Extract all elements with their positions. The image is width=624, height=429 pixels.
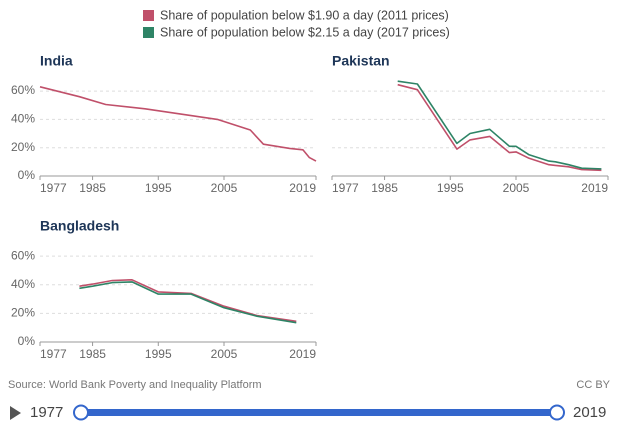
panel-title: India (40, 53, 73, 69)
timeline-handle-end[interactable] (549, 404, 565, 421)
x-tick-label: 2019 (289, 347, 316, 361)
legend-swatch (143, 10, 154, 21)
x-tick-label: 1995 (437, 181, 464, 195)
source: Source: World Bank Poverty and Inequalit… (8, 379, 262, 391)
series-line (79, 279, 297, 323)
y-tick-label: 40% (11, 277, 35, 291)
timeline-handle-start[interactable] (73, 404, 89, 421)
play-button[interactable] (10, 406, 21, 420)
y-tick-label: 60% (11, 248, 35, 262)
x-tick-label: 2019 (581, 181, 608, 195)
x-tick-label: 1977 (40, 181, 67, 195)
panel-title: Pakistan (332, 53, 390, 69)
y-tick-label: 0% (18, 334, 36, 348)
y-tick-label: 0% (18, 168, 36, 182)
timeline-start: 1977 (30, 404, 63, 421)
y-tick-label: 40% (11, 112, 35, 126)
y-tick-label: 60% (11, 83, 35, 97)
x-tick-label: 1977 (40, 347, 67, 361)
license: CC BY (576, 379, 610, 391)
panel-title: Bangladesh (40, 218, 119, 234)
x-tick-label: 1995 (145, 347, 172, 361)
x-tick-label: 1977 (332, 181, 359, 195)
series-line (397, 83, 602, 172)
x-tick-label: 2005 (211, 347, 238, 361)
legend-label: Share of population below $1.90 a day (2… (160, 8, 449, 22)
x-tick-label: 2005 (211, 181, 238, 195)
timeline-bar[interactable] (81, 409, 557, 416)
series-line (397, 80, 602, 170)
legend-label: Share of population below $2.15 a day (2… (160, 25, 450, 39)
y-tick-label: 20% (11, 306, 35, 320)
x-tick-label: 1985 (79, 347, 106, 361)
x-tick-label: 1985 (79, 181, 106, 195)
timeline-end: 2019 (573, 404, 606, 421)
legend-swatch (143, 27, 154, 38)
x-tick-label: 1985 (371, 181, 398, 195)
x-tick-label: 1995 (145, 181, 172, 195)
y-tick-label: 20% (11, 140, 35, 154)
series-line (39, 86, 317, 162)
series-line (79, 281, 297, 324)
x-tick-label: 2005 (503, 181, 530, 195)
x-tick-label: 2019 (289, 181, 316, 195)
